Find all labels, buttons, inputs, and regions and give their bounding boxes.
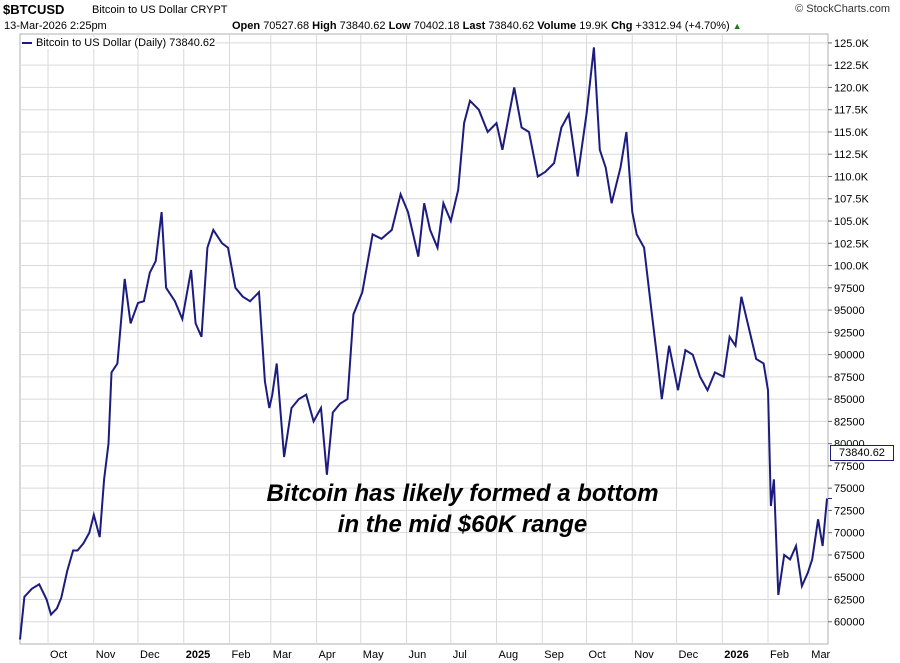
y-tick-label: 85000 [834,394,865,406]
x-tick-label: 2026 [724,649,748,661]
plot-frame [19,33,829,645]
x-tick-label: Dec [140,649,160,661]
x-tick-label: Mar [273,649,292,661]
exchange-text: CRYPT [190,4,228,16]
legend-label: Bitcoin to US Dollar (Daily) 73840.62 [36,37,216,49]
chart-annotation: Bitcoin has likely formed a bottom in th… [180,478,745,540]
y-tick-label: 77500 [834,461,865,473]
y-tick-label: 90000 [834,350,865,362]
annotation-line-2: in the mid $60K range [337,511,588,538]
open-label: Open [232,20,261,32]
y-tick-label: 117.5K [834,105,869,117]
x-tick-label: Dec [679,649,699,661]
last-value: 73840.62 [488,20,535,32]
chart-legend: Bitcoin to US Dollar (Daily) 73840.62 [22,37,216,49]
y-tick-label: 115.0K [834,127,869,139]
y-tick-label: 120.0K [834,82,870,94]
x-tick-label: Apr [319,649,336,661]
y-tick-label: 125.0K [834,38,870,50]
y-tick-label: 82500 [834,416,865,428]
description-text: Bitcoin to US Dollar [92,4,188,16]
x-tick-label: Jun [409,649,427,661]
x-tick-label: Oct [50,649,67,661]
y-tick-label: 95000 [834,305,865,317]
x-tick-label: Feb [231,649,250,661]
y-tick-label: 122.5K [834,60,870,72]
y-tick-label: 92500 [834,327,865,339]
chg-label: Chg [611,20,633,32]
x-tick-label: Mar [811,649,830,661]
chart-symbol: $BTCUSD [3,2,65,17]
low-value: 70402.18 [413,20,460,32]
y-tick-label: 62500 [834,594,865,606]
annotation-line-1: Bitcoin has likely formed a bottom [266,480,659,507]
low-label: Low [388,20,411,32]
brand-watermark: © StockCharts.com [795,3,890,15]
y-tick-label: 102.5K [834,238,870,250]
high-value: 73840.62 [339,20,386,32]
y-tick-label: 70000 [834,528,865,540]
chg-value: +3312.94 (+4.70%) [635,20,730,32]
symbol-description: Bitcoin to US Dollar CRYPT [92,4,228,16]
x-axis: Oct Nov Dec 2025 Feb Mar Apr May Jun Jul Aug Sep Oct… [50,649,831,661]
volume-value: 19.9K [579,20,608,32]
price-line [19,47,828,640]
y-tick-label: 75000 [834,483,865,495]
x-tick-label: Oct [589,649,606,661]
grid-lines [20,34,828,644]
chart-date: 13-Mar-2026 2:25pm [4,20,107,32]
legend-swatch [22,42,32,45]
x-tick-label: Aug [499,649,519,661]
x-tick-label: 2025 [186,649,210,661]
y-tick-label: 105.0K [834,216,870,228]
x-tick-label: May [363,649,384,661]
y-tick-label: 112.5K [834,149,869,161]
y-tick-label: 60000 [834,617,865,629]
y-tick-label: 72500 [834,505,865,517]
x-tick-label: Sep [544,649,564,661]
x-tick-label: Feb [770,649,789,661]
volume-label: Volume [537,20,577,32]
y-tick-label: 100.0K [834,261,870,273]
y-tick-label: 107.5K [834,194,870,206]
y-tick-label: 110.0K [834,171,869,183]
y-tick-label: 87500 [834,372,865,384]
y-tick-label: 65000 [834,572,865,584]
last-label: Last [462,20,486,32]
up-arrow-icon: ▲ [732,21,742,31]
price-stats: Open 70527.68 High 73840.62 Low 70402.18… [232,20,742,32]
x-tick-label: Jul [453,649,467,661]
x-tick-label: Nov [634,649,654,661]
y-tick-label: 97500 [834,283,865,295]
open-value: 70527.68 [263,20,310,32]
y-tick-label: 67500 [834,550,865,562]
y-axis: 60000 62500 65000 67500 70000 72500 75000 77500… [828,38,870,629]
high-label: High [312,20,337,32]
x-tick-label: Nov [96,649,116,661]
last-price-tag: 73840.62 [830,445,894,461]
